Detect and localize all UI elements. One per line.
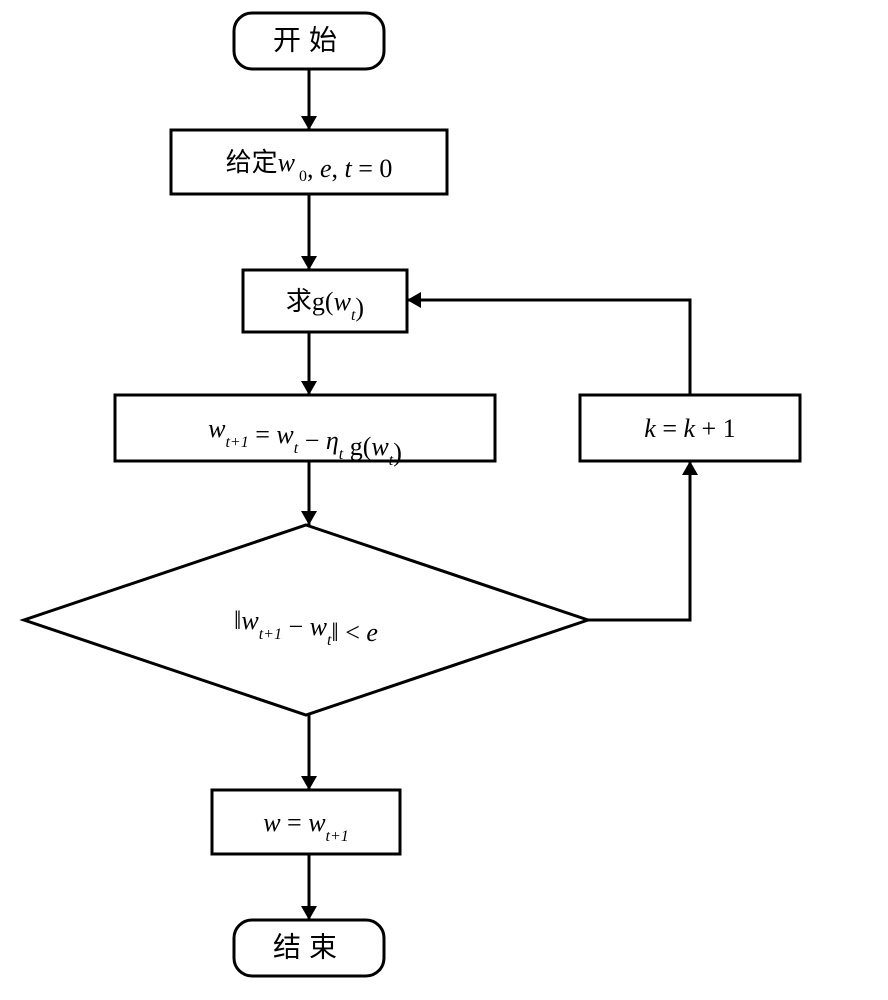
arrowhead [301, 116, 317, 130]
edge [588, 461, 690, 620]
edge [407, 300, 690, 395]
label-start: 开始 [273, 25, 345, 57]
arrowhead [301, 776, 317, 790]
arrowhead [682, 461, 698, 475]
label-end: 结束 [273, 932, 345, 964]
arrowhead [301, 906, 317, 920]
arrowhead [407, 292, 421, 308]
arrowhead [301, 256, 317, 270]
label-inc: k = k + 1 [644, 414, 735, 443]
arrowhead [301, 381, 317, 395]
arrowhead [301, 511, 317, 525]
flowchart-canvas: 开始给定w 0, e, t = 0求g(wt)wt+1 = wt − ηt g(… [0, 0, 888, 1000]
